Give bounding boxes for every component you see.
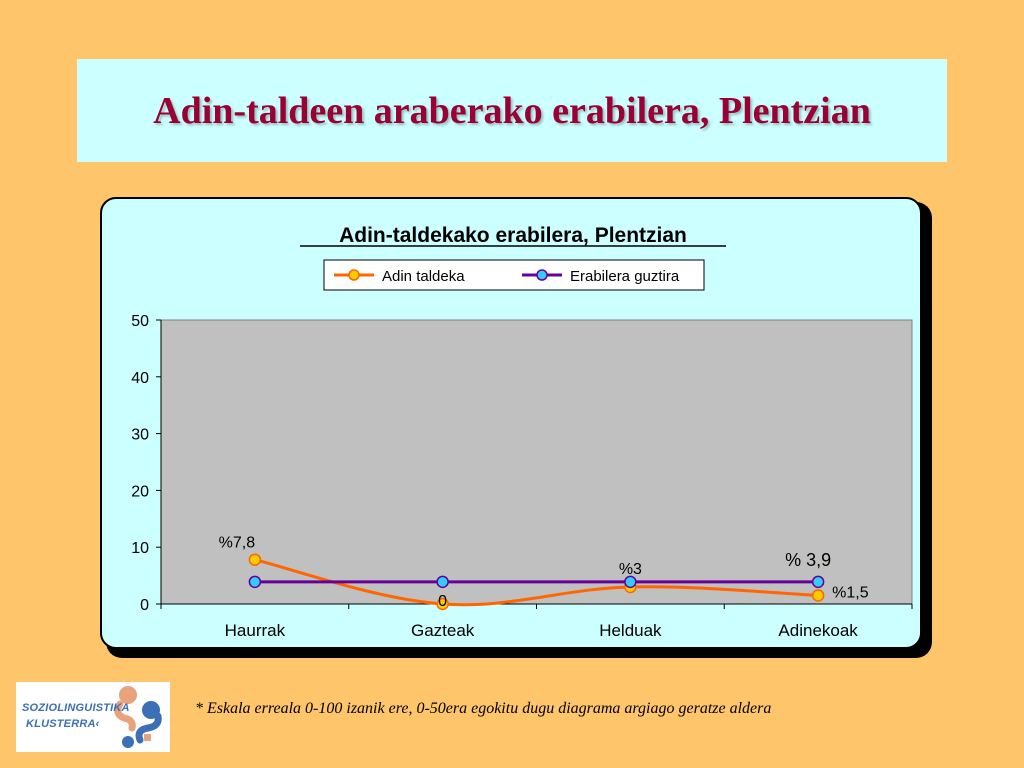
x-tick-label: Haurrak xyxy=(225,621,286,640)
slide-title: Adin-taldeen araberako erabilera, Plentz… xyxy=(153,89,871,132)
legend-label-1: Erabilera guztira xyxy=(570,268,680,285)
data-point-0-3 xyxy=(811,589,825,602)
data-point-1-0 xyxy=(248,575,262,589)
data-label-1-3: % 3,9 xyxy=(785,550,831,570)
legend-label-0: Adin taldeka xyxy=(382,268,465,285)
line-chart: Adin-taldekako erabilera, Plentzian Adin … xyxy=(131,224,913,640)
legend-marker-1 xyxy=(536,269,548,281)
y-tick-label: 0 xyxy=(140,597,149,614)
y-tick-label: 40 xyxy=(131,370,149,387)
x-tick-label: Adinekoak xyxy=(778,621,858,640)
data-label-0-2: %3 xyxy=(619,561,642,578)
logo: SOZIOLINGUISTIKA KLUSTERRA‹ xyxy=(16,682,170,752)
chart-panel: Adin-taldekako erabilera, Plentzian Adin … xyxy=(100,197,922,649)
data-point-1-1 xyxy=(436,575,449,589)
data-point-0-0 xyxy=(248,553,262,566)
y-tick-label: 10 xyxy=(131,540,149,557)
y-tick-label: 30 xyxy=(131,427,149,444)
data-label-0-0: %7,8 xyxy=(219,535,256,552)
data-label-0-1: 0 xyxy=(438,593,447,610)
legend-marker-0 xyxy=(348,269,360,281)
data-point-1-3 xyxy=(811,575,825,589)
data-label-0-3: %1,5 xyxy=(832,584,869,601)
logo-line-1: SOZIOLINGUISTIKA xyxy=(22,702,130,714)
data-point-0-1 xyxy=(436,597,449,611)
data-point-1-2 xyxy=(624,575,637,589)
legend-box xyxy=(323,259,705,291)
y-tick-label: 50 xyxy=(131,313,149,330)
y-tick-label: 20 xyxy=(131,483,149,500)
chart-title: Adin-taldekako erabilera, Plentzian xyxy=(339,224,687,247)
x-tick-label: Helduak xyxy=(599,621,662,640)
logo-graphic-icon xyxy=(114,686,162,748)
footnote: * Eskala erreala 0-100 izanik ere, 0-50e… xyxy=(195,700,772,717)
plot-area xyxy=(160,319,913,605)
logo-line-2: KLUSTERRA‹ xyxy=(26,718,100,730)
title-box: Adin-taldeen araberako erabilera, Plentz… xyxy=(77,59,947,162)
x-tick-label: Gazteak xyxy=(411,621,475,640)
